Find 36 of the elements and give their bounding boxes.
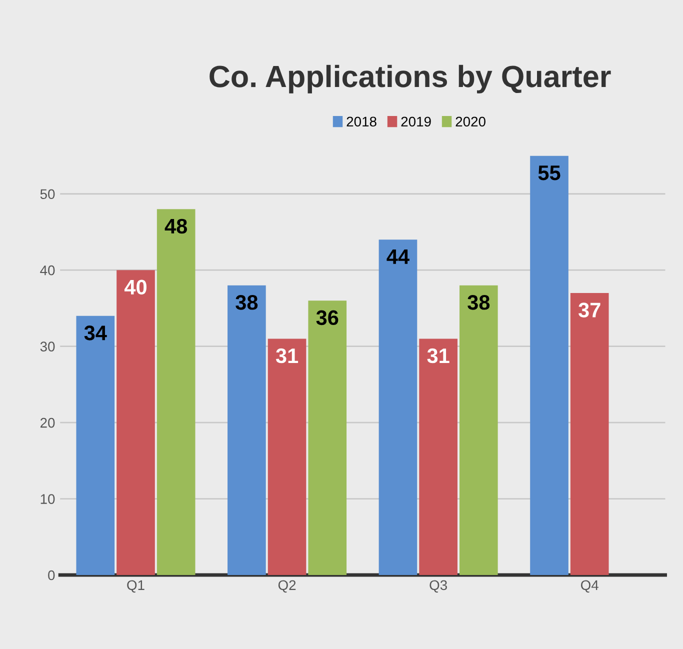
y-tick-label: 10 (40, 494, 55, 504)
bar (308, 300, 347, 576)
data-label: 38 (236, 295, 258, 310)
data-label: 34 (84, 326, 107, 340)
bar (76, 316, 115, 576)
data-label: 38 (468, 295, 490, 310)
chart-title: Co. Applications by Quarter (210, 64, 611, 94)
bar (570, 292, 609, 576)
data-label: 55 (538, 166, 560, 180)
x-tick-label: Q3 (430, 580, 447, 593)
y-tick-label: 0 (48, 570, 55, 580)
bar (459, 285, 498, 576)
bar (378, 240, 418, 576)
bar (268, 338, 306, 576)
y-tick-label: 30 (40, 342, 55, 352)
legend-label: 2019 (401, 116, 431, 127)
bar (116, 270, 155, 576)
data-label: 48 (164, 218, 188, 234)
legend-label: 2018 (346, 116, 376, 127)
y-tick-label: 50 (40, 189, 55, 200)
data-label: 40 (124, 280, 146, 295)
bar (156, 209, 196, 576)
bar (419, 338, 458, 576)
x-tick-label: Q2 (278, 580, 296, 593)
legend-label: 2020 (456, 116, 486, 127)
x-tick-label: Q1 (127, 580, 144, 593)
data-label: 36 (316, 310, 338, 326)
y-tick-label: 20 (40, 418, 55, 428)
data-label: 37 (578, 302, 600, 318)
data-label: 31 (427, 348, 450, 364)
y-tick-label: 40 (40, 265, 55, 276)
data-label: 44 (386, 250, 410, 264)
x-tick-label: Q4 (580, 580, 598, 593)
bar (228, 285, 266, 576)
bar (530, 156, 568, 576)
data-label: 31 (276, 348, 298, 364)
